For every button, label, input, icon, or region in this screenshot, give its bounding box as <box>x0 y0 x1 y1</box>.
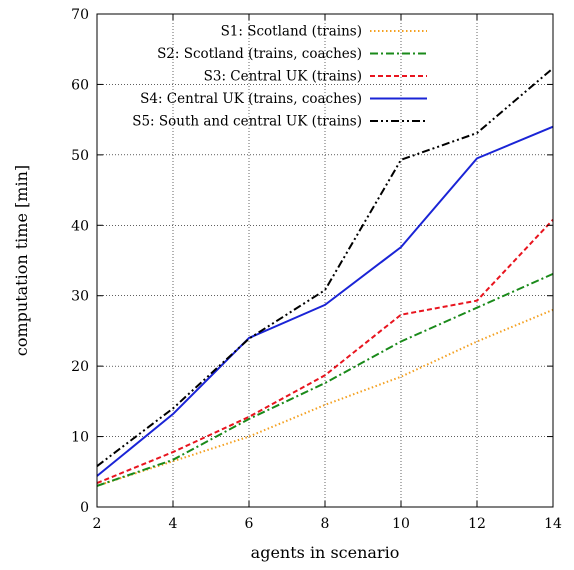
legend-label-s5: S5: South and central UK (trains) <box>132 114 362 130</box>
legend: S1: Scotland (trains) S2: Scotland (train… <box>132 24 427 130</box>
x-tick-label: 8 <box>321 516 330 532</box>
series-lines <box>96 67 554 487</box>
y-axis-label: computation time [min] <box>12 165 31 356</box>
x-tick-label: 2 <box>93 516 102 532</box>
x-axis-label: agents in scenario <box>251 543 400 562</box>
y-tick-label: 0 <box>80 500 89 516</box>
y-tick-label: 40 <box>71 218 89 234</box>
y-tick-label: 50 <box>71 148 89 164</box>
x-tick-label: 4 <box>169 516 178 532</box>
y-tick-label: 70 <box>71 7 89 23</box>
x-tick-label: 10 <box>392 516 410 532</box>
y-tick-label: 30 <box>71 289 89 305</box>
x-tick-label: 12 <box>468 516 486 532</box>
series-line-s2 <box>96 272 554 487</box>
x-tick-label: 14 <box>544 516 562 532</box>
y-tick-label: 60 <box>71 77 89 93</box>
series-line-s5 <box>96 67 554 467</box>
legend-label-s4: S4: Central UK (trains, coaches) <box>140 91 362 107</box>
grid-lines <box>97 14 553 507</box>
legend-label-s3: S3: Central UK (trains) <box>204 69 362 85</box>
legend-label-s1: S1: Scotland (trains) <box>221 24 362 40</box>
series-line-s1 <box>96 308 554 487</box>
y-tick-label: 20 <box>71 359 89 375</box>
axis-ticks: 0 10 20 30 40 50 60 70 2 4 6 8 10 12 14 <box>71 7 562 532</box>
y-tick-label: 10 <box>71 430 89 446</box>
series-line-s4 <box>96 125 554 477</box>
series-line-s3 <box>96 218 554 484</box>
legend-label-s2: S2: Scotland (trains, coaches) <box>157 46 362 62</box>
x-tick-label: 6 <box>245 516 254 532</box>
